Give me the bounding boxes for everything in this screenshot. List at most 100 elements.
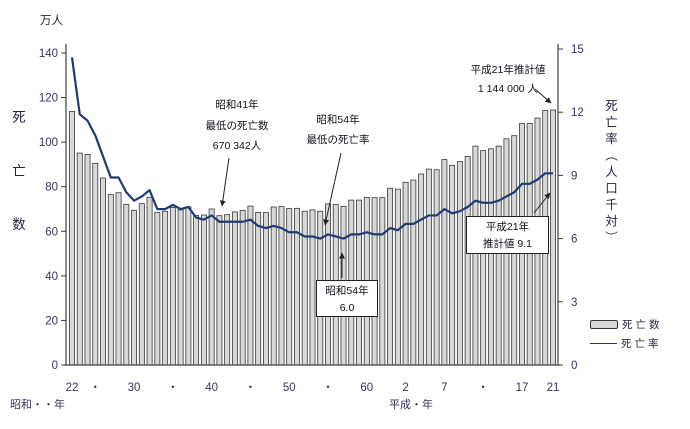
- callout-line: 6.0: [339, 302, 355, 314]
- axes: 0 20 40 60 80 100 120 140 0 3 6 9 12 15 22 ・ 30 ・ 40 ・ 50 ・ 60…: [39, 44, 584, 394]
- annotation-min-rate: 昭和54年 最低の死亡率: [277, 110, 399, 150]
- bar-昭和25年: [92, 162, 99, 366]
- bar-昭和41年: [216, 215, 223, 366]
- x-axis-tick-label: 50: [283, 382, 296, 394]
- death-rate-polyline: [70, 57, 553, 240]
- right-axis-tick-label: 12: [571, 107, 584, 119]
- bar-平成4年: [418, 173, 425, 366]
- bar-昭和42年: [224, 214, 231, 366]
- annotation-h21-estimate: 平成21年推計値 1 144 000 人: [442, 61, 574, 99]
- left-axis-tick-label: 60: [45, 226, 58, 238]
- right-axis-tick-label: 15: [571, 44, 584, 56]
- x-axis-tick-label: 17: [516, 382, 529, 394]
- legend: 死亡数 死亡率: [590, 317, 663, 355]
- x-axis-tick-label: 22: [66, 382, 79, 394]
- left-axis-tick-label: 100: [39, 137, 58, 149]
- bar-平成2年: [402, 181, 409, 366]
- bar-昭和29年: [123, 203, 130, 366]
- era-label-showa: 昭和・・年: [10, 399, 65, 411]
- bar-平成12年: [480, 150, 487, 366]
- callout-line: 平成21年: [485, 221, 530, 233]
- bar-昭和62年: [379, 197, 386, 366]
- x-axis-tick-label: 2: [402, 382, 408, 394]
- death-rate-line-series: [70, 57, 553, 240]
- x-axis-tick-label: ・: [477, 382, 489, 394]
- annotation-line: 670 342人: [212, 140, 262, 152]
- legend-item-rate: 死亡率: [590, 336, 663, 350]
- left-axis-tick-label: 120: [39, 93, 58, 105]
- bar-昭和53年: [309, 209, 316, 366]
- bar-平成10年: [464, 156, 471, 366]
- bar-昭和33年: [154, 212, 161, 366]
- bar-昭和40年: [208, 208, 215, 366]
- bar-昭和26年: [100, 177, 106, 366]
- left-axis-tick-label: 20: [45, 315, 58, 327]
- bar-昭和39年: [200, 214, 207, 366]
- x-axis-tick-label: 60: [360, 382, 373, 394]
- bar-昭和27年: [107, 194, 114, 366]
- bar-昭和30年: [131, 209, 138, 366]
- arrow-h21-rate-box: [533, 192, 551, 214]
- x-axis-tick-label: ・: [167, 382, 179, 394]
- x-axis-tick-label: 21: [547, 382, 560, 394]
- bar-平成13年: [487, 148, 494, 366]
- bar-昭和24年: [84, 153, 91, 366]
- legend-item-deaths: 死亡数: [590, 317, 663, 331]
- bar-平成6年: [433, 169, 440, 366]
- bar-平成5年: [425, 168, 432, 366]
- annotation-line: 昭和54年: [316, 114, 360, 126]
- x-axis-tick-label: 30: [128, 382, 141, 394]
- bar-昭和37年: [185, 206, 192, 366]
- left-axis-tick-label: 80: [45, 182, 58, 194]
- x-axis-tick-label: 40: [205, 382, 218, 394]
- left-axis-tick-label: 40: [45, 271, 58, 283]
- bar-昭和43年: [231, 211, 238, 366]
- left-axis-unit-label: 万人: [40, 15, 63, 27]
- era-label-heisei: 平成・年: [389, 399, 433, 411]
- legend-label-rate: 死亡率: [621, 337, 662, 350]
- bar-昭和23年: [76, 152, 83, 366]
- right-axis-tick-label: 3: [571, 297, 577, 309]
- annotation-line: 1 144 000 人: [477, 83, 539, 95]
- bar-昭和22年: [69, 110, 75, 366]
- x-axis-tick-label: ・: [322, 382, 334, 394]
- arrow-min-deaths: [219, 157, 230, 207]
- callout-line: 昭和54年: [325, 285, 369, 297]
- x-axis-tick-label: 7: [441, 382, 447, 394]
- left-axis-title: 死亡数: [10, 110, 25, 271]
- bar-昭和45年: [247, 205, 254, 366]
- arrow-min-rate: [323, 152, 342, 226]
- bar-平成元年: [394, 188, 401, 366]
- callout-rate-min: 昭和54年 6.0: [316, 280, 378, 317]
- legend-label-deaths: 死亡数: [622, 318, 663, 331]
- bar-swatch-icon: [590, 319, 618, 329]
- bar-昭和32年: [146, 197, 153, 366]
- bar-平成9年: [456, 161, 463, 366]
- left-axis-tick-label: 0: [52, 360, 58, 372]
- left-axis-tick-label: 140: [39, 48, 58, 60]
- bar-平成7年: [441, 159, 448, 366]
- x-axis-tick-label: ・: [90, 382, 102, 394]
- bar-平成21年: [550, 109, 556, 366]
- annotation-line: 最低の死亡数: [205, 119, 269, 132]
- bar-平成11年: [472, 145, 479, 366]
- annotation-line: 平成21年推計値: [470, 64, 546, 76]
- annotation-min-deaths: 昭和41年 最低の死亡数 670 342人: [172, 95, 302, 157]
- callout-line: 推計値 9.1: [482, 238, 532, 250]
- line-swatch-icon: [590, 342, 617, 344]
- annotation-line: 昭和41年: [215, 99, 259, 111]
- bar-昭和31年: [138, 203, 145, 366]
- right-axis-tick-label: 0: [571, 360, 577, 372]
- right-axis-title: 死亡率（人口千対）: [603, 99, 617, 248]
- bar-平成3年: [410, 179, 417, 366]
- bar-昭和38年: [193, 215, 200, 366]
- right-axis-tick-label: 9: [571, 170, 577, 182]
- x-axis-tick-label: ・: [245, 382, 257, 394]
- annotation-line: 最低の死亡率: [306, 134, 370, 146]
- bar-昭和36年: [177, 209, 184, 366]
- bar-平成8年: [449, 164, 456, 366]
- bar-昭和49年: [278, 206, 285, 366]
- callout-h21-rate: 平成21年 推計値 9.1: [466, 216, 549, 254]
